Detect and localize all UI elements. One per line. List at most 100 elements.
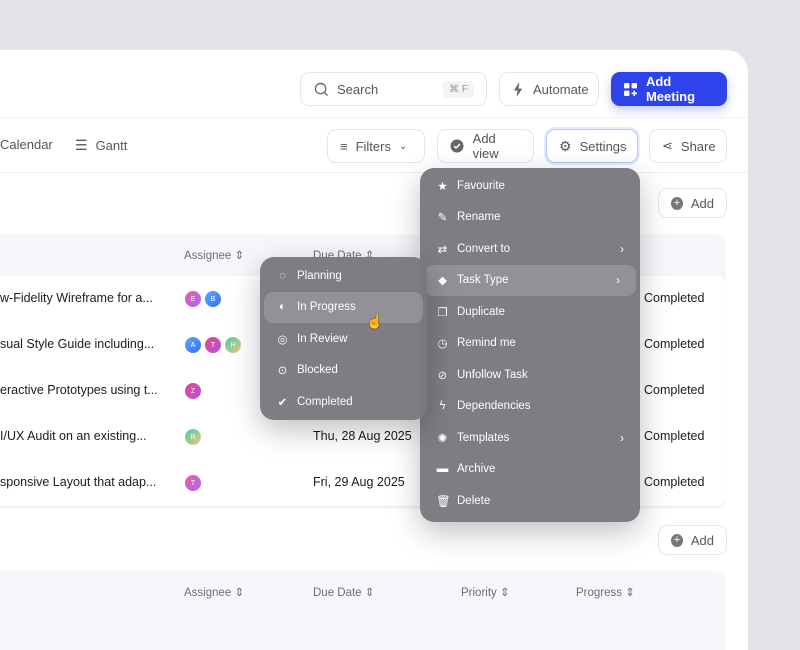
- task-title[interactable]: eractive Prototypes using t...: [0, 383, 158, 397]
- bolt-icon: ϟ: [439, 400, 446, 413]
- status: Completed: [644, 475, 705, 489]
- plus-circle-icon: +: [671, 196, 683, 210]
- search-shortcut: ⌘ F: [443, 80, 474, 98]
- table-row[interactable]: sponsive Layout that adap... T Fri, 29 Aug…: [0, 460, 726, 506]
- table-row[interactable]: eractive Prototypes using t... Z Completed: [0, 368, 726, 414]
- status: Completed: [644, 383, 705, 397]
- check-circle-icon: [450, 138, 465, 154]
- filters-button[interactable]: ≡ Filters ⌄: [327, 129, 425, 163]
- menu-item-dependencies[interactable]: ϟ Dependencies: [420, 391, 640, 423]
- col-due-date-label: Due Date: [313, 587, 362, 599]
- bulb-icon: ✺: [437, 432, 448, 445]
- chevron-down-icon: ⌄: [398, 140, 408, 152]
- col-assignee-label: Assignee: [184, 587, 232, 599]
- col-progress[interactable]: Progress ⇕: [576, 587, 635, 599]
- avatar: A: [184, 336, 202, 354]
- pencil-icon: ✎: [437, 212, 448, 225]
- settings-button[interactable]: ⚙ Settings: [546, 129, 638, 163]
- col-assignee[interactable]: Assignee ⇕: [184, 250, 245, 262]
- menu-item-templates[interactable]: ✺ Templates ›: [420, 422, 640, 454]
- eye-off-icon: ⊘: [437, 369, 448, 382]
- add-meeting-button[interactable]: Add Meeting: [611, 72, 727, 106]
- menu-item-label: Remind me: [457, 337, 516, 350]
- avatar: H: [224, 336, 242, 354]
- share-icon: ⋖: [662, 138, 673, 153]
- search-icon: [313, 81, 329, 97]
- col-priority[interactable]: Priority ⇕: [461, 587, 510, 599]
- table-row[interactable]: w-Fidelity Wireframe for a... E B Completed: [0, 276, 726, 322]
- divider: [0, 117, 748, 118]
- status: Completed: [644, 337, 705, 351]
- task-type-submenu: ◌ Planning ◐ In Progress ◎ In Review ⊙ Blocked ✔…: [260, 257, 427, 420]
- add-button[interactable]: + Add: [658, 188, 727, 218]
- task-title[interactable]: sual Style Guide including...: [0, 337, 155, 351]
- due-date: Fri, 29 Aug 2025: [313, 475, 405, 489]
- dot-circle-icon: ⊙: [277, 365, 288, 378]
- due-date: Thu, 28 Aug 2025: [313, 429, 412, 443]
- menu-item-convert-to[interactable]: ⇄ Convert to ›: [420, 233, 640, 265]
- add-label: Add: [690, 195, 714, 211]
- status: Completed: [644, 291, 705, 305]
- dashed-circle-icon: ◌: [279, 269, 286, 282]
- menu-item-label: Delete: [457, 494, 491, 507]
- menu-item-blocked[interactable]: ⊙ Blocked: [260, 355, 427, 387]
- add-label: Add: [690, 532, 714, 548]
- task-title[interactable]: sponsive Layout that adap...: [0, 475, 157, 489]
- copy-icon: ❐: [437, 306, 448, 319]
- menu-item-planning[interactable]: ◌ Planning: [260, 260, 427, 292]
- menu-item-duplicate[interactable]: ❐ Duplicate: [420, 296, 640, 328]
- gear-icon: ⚙: [559, 137, 572, 154]
- share-button[interactable]: ⋖ Share: [649, 129, 727, 163]
- menu-item-rename[interactable]: ✎ Rename: [420, 202, 640, 234]
- arrows-icon: ⇄: [437, 243, 448, 256]
- filter-icon: ≡: [340, 138, 348, 154]
- menu-item-label: Rename: [457, 211, 501, 224]
- tab-calendar[interactable]: Calendar: [0, 137, 53, 152]
- gantt-icon: ☰: [75, 137, 88, 153]
- menu-item-task-type[interactable]: ◆ Task Type ›: [424, 264, 636, 296]
- menu-item-delete[interactable]: 🗑 Delete: [420, 485, 640, 517]
- avatar: E: [184, 290, 202, 308]
- col-assignee[interactable]: Assignee ⇕: [184, 587, 245, 599]
- search-input[interactable]: Search ⌘ F: [300, 72, 487, 106]
- settings-menu: ★ Favourite ✎ Rename ⇄ Convert to › ◆ Task Type ›…: [420, 168, 640, 522]
- menu-item-in-review[interactable]: ◎ In Review: [260, 323, 427, 355]
- status: Completed: [644, 429, 705, 443]
- add-meeting-label: Add Meeting: [645, 74, 696, 104]
- grid-plus-icon: [624, 81, 638, 97]
- menu-item-completed[interactable]: ✔ Completed: [260, 386, 427, 418]
- menu-item-label: Task Type: [457, 274, 509, 287]
- tag-icon: ◆: [438, 275, 447, 288]
- check-circle-icon: ✔: [277, 396, 288, 409]
- col-assignee-label: Assignee: [184, 250, 232, 262]
- trash-icon: 🗑: [436, 495, 451, 508]
- folder-icon: ▬: [436, 463, 449, 476]
- task-title[interactable]: I/UX Audit on an existing...: [0, 429, 147, 443]
- menu-item-archive[interactable]: ▬ Archive: [420, 454, 640, 486]
- tab-gantt[interactable]: ☰ Gantt: [75, 137, 127, 154]
- clock-icon: ◷: [437, 338, 448, 351]
- menu-item-in-progress[interactable]: ◐ In Progress: [264, 291, 423, 323]
- divider: [0, 172, 748, 173]
- menu-item-label: Planning: [297, 269, 342, 282]
- avatar: T: [184, 474, 202, 492]
- table-row[interactable]: I/UX Audit on an existing... R Thu, 28 Aug…: [0, 414, 726, 460]
- table-row[interactable]: sual Style Guide including... A T H Complete…: [0, 322, 726, 368]
- star-icon: ★: [437, 180, 448, 193]
- automate-button[interactable]: Automate: [499, 72, 599, 106]
- avatar: B: [204, 290, 222, 308]
- add-view-label: Add view: [472, 131, 499, 161]
- settings-label: Settings: [579, 138, 627, 154]
- task-title[interactable]: w-Fidelity Wireframe for a...: [0, 291, 153, 305]
- chevron-right-icon: ›: [620, 430, 624, 445]
- menu-item-label: Blocked: [297, 364, 338, 377]
- add-view-button[interactable]: Add view: [437, 129, 534, 163]
- menu-item-favourite[interactable]: ★ Favourite: [420, 170, 640, 202]
- menu-item-unfollow-task[interactable]: ⊘ Unfollow Task: [420, 359, 640, 391]
- filters-label: Filters: [355, 138, 391, 154]
- add-button-2[interactable]: + Add: [658, 525, 727, 555]
- menu-item-remind-me[interactable]: ◷ Remind me: [420, 328, 640, 360]
- menu-item-label: Templates: [457, 431, 510, 444]
- col-due-date[interactable]: Due Date ⇕: [313, 587, 375, 599]
- col-priority-label: Priority: [461, 587, 497, 599]
